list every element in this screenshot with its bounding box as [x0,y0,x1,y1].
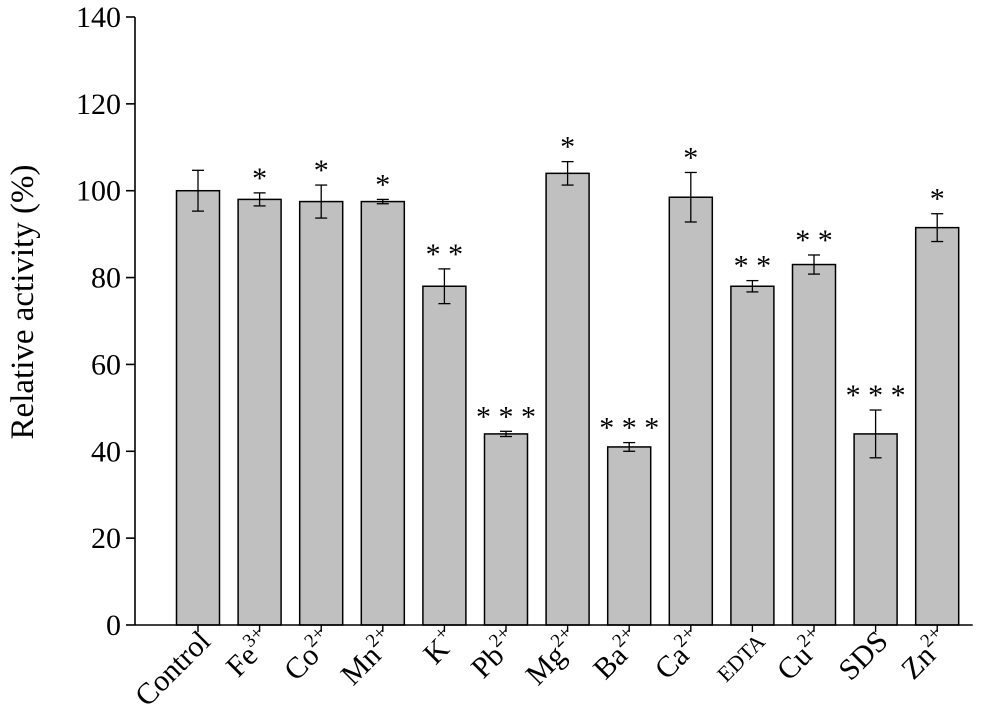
bar [668,196,714,626]
significance-label: * * * [476,400,536,433]
bar [237,198,282,626]
significance-label: * [252,162,267,195]
significance-label: * * * [846,379,906,412]
x-category-label: K+ [415,622,463,670]
x-category-label: Mn2+ [333,622,402,691]
significance-label: * [683,141,698,174]
y-tick-label: 140 [76,1,121,34]
y-tick-label: 60 [91,348,121,381]
bar [483,433,529,626]
x-category-label: Mg2+ [517,622,586,691]
y-tick-label: 80 [91,262,121,295]
x-category-label: Zn2+ [893,622,956,685]
x-category-label: Pb2+ [463,622,525,684]
x-category-label: Control [129,625,217,713]
y-tick-label: 120 [76,88,121,121]
y-axis-title: Relative activity (%) [5,165,41,440]
y-tick-label: 40 [91,435,121,468]
bar [360,200,406,626]
x-category-label: Fe3+ [218,622,279,683]
y-tick-label: 0 [106,609,121,642]
y-tick-label: 20 [91,522,121,555]
x-category-label: Ca2+ [646,622,709,685]
x-category-label: SDS [832,625,894,687]
y-tick-label: 100 [76,175,121,208]
plot-area: * * * * * * * * * * * * * * * * * * * * * 0 20 40 60 80 1… [76,1,973,713]
bar [298,200,344,626]
x-category-label: Ba2+ [585,622,648,685]
bar [545,172,590,626]
significance-label: * [375,168,390,201]
x-category-label: EDTA [712,629,770,687]
significance-label: * * [426,238,464,271]
bar [422,285,467,626]
significance-label: * [560,131,575,164]
bar [914,226,960,626]
bar [175,189,221,626]
significance-label: * [930,183,945,216]
bar [606,446,652,626]
bar [791,263,837,626]
significance-label: * [314,154,329,187]
bar [730,285,775,626]
significance-label: * * * [599,412,659,445]
x-category-label: Cu2+ [768,622,833,687]
bar [853,433,898,626]
significance-label: * * [734,250,772,283]
x-category-label: Co2+ [276,622,341,687]
significance-label: * * [795,224,833,257]
